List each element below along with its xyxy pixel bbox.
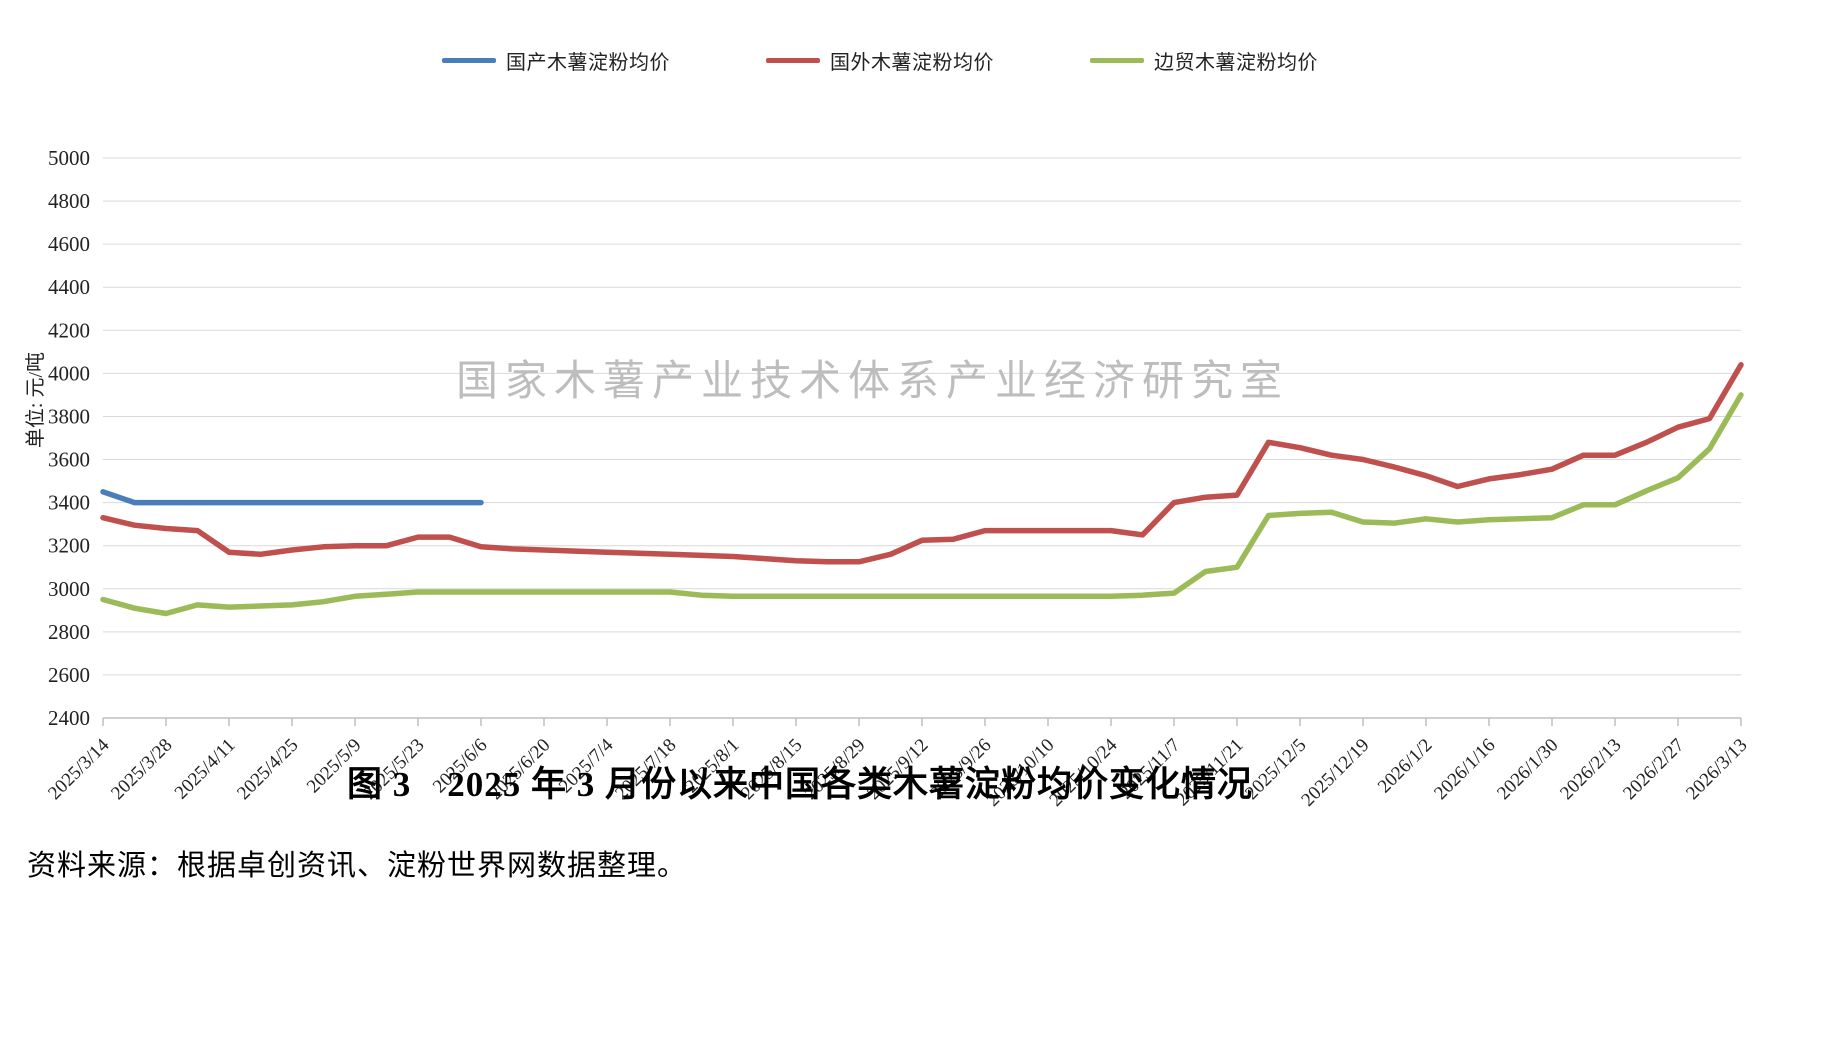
legend-label: 国产木薯淀粉均价	[506, 52, 670, 74]
y-axis-tick-label: 5000	[48, 146, 90, 170]
y-axis-tick-label: 4600	[48, 232, 90, 256]
legend-line-swatch-foreign	[766, 58, 820, 63]
figure-source-note: 资料来源：根据卓创资讯、淀粉世界网数据整理。	[27, 850, 688, 882]
y-axis-tick-label: 2800	[48, 620, 90, 644]
legend-line-swatch-domestic	[442, 58, 496, 63]
legend-item-domestic: 国产木薯淀粉均价	[442, 46, 670, 75]
legend-label: 边贸木薯淀粉均价	[1154, 52, 1318, 74]
series-line-foreign	[100, 362, 1744, 565]
figure-title: 图 3 2025 年 3 月份以来中国各类木薯淀粉均价变化情况	[346, 765, 1253, 804]
y-axis-tick-label: 4400	[48, 275, 90, 299]
legend-label: 国外木薯淀粉均价	[830, 52, 994, 74]
legend-line-swatch-border-trade	[1090, 58, 1144, 63]
y-axis-tick-label: 4000	[48, 361, 90, 385]
line-chart-plot-area: 2400 2600 2800 3000 3200 3400 3600 3800 4000 4200…	[24, 146, 1752, 811]
y-axis-tick-label: 3600	[48, 448, 90, 472]
y-axis-tick-label: 3800	[48, 404, 90, 428]
legend-item-foreign: 国外木薯淀粉均价	[766, 46, 994, 75]
watermark-text: 国家木薯产业技术体系产业经济研究室	[456, 358, 1289, 405]
y-axis-tick-label: 2600	[48, 663, 90, 687]
x-axis-tick-label: 2026/3/13	[1682, 735, 1751, 804]
series-line-border-trade	[100, 392, 1744, 617]
y-axis-tick-label: 4800	[48, 189, 90, 213]
x-axis-tick-label: 2026/2/27	[1619, 735, 1688, 804]
legend-item-border-trade: 边贸木薯淀粉均价	[1090, 46, 1318, 75]
y-axis-tick-label: 3200	[48, 534, 90, 558]
y-axis-title: 单位: 元/吨	[24, 352, 47, 448]
y-axis-tick-label: 3000	[48, 577, 90, 601]
chart-legend: 国产木薯淀粉均价 国外木薯淀粉均价 边贸木薯淀粉均价	[0, 46, 1760, 75]
y-axis-tick-label: 2400	[48, 706, 90, 730]
y-axis-tick-label: 3400	[48, 491, 90, 515]
y-axis-tick-label: 4200	[48, 318, 90, 342]
series-line-domestic	[100, 489, 484, 506]
